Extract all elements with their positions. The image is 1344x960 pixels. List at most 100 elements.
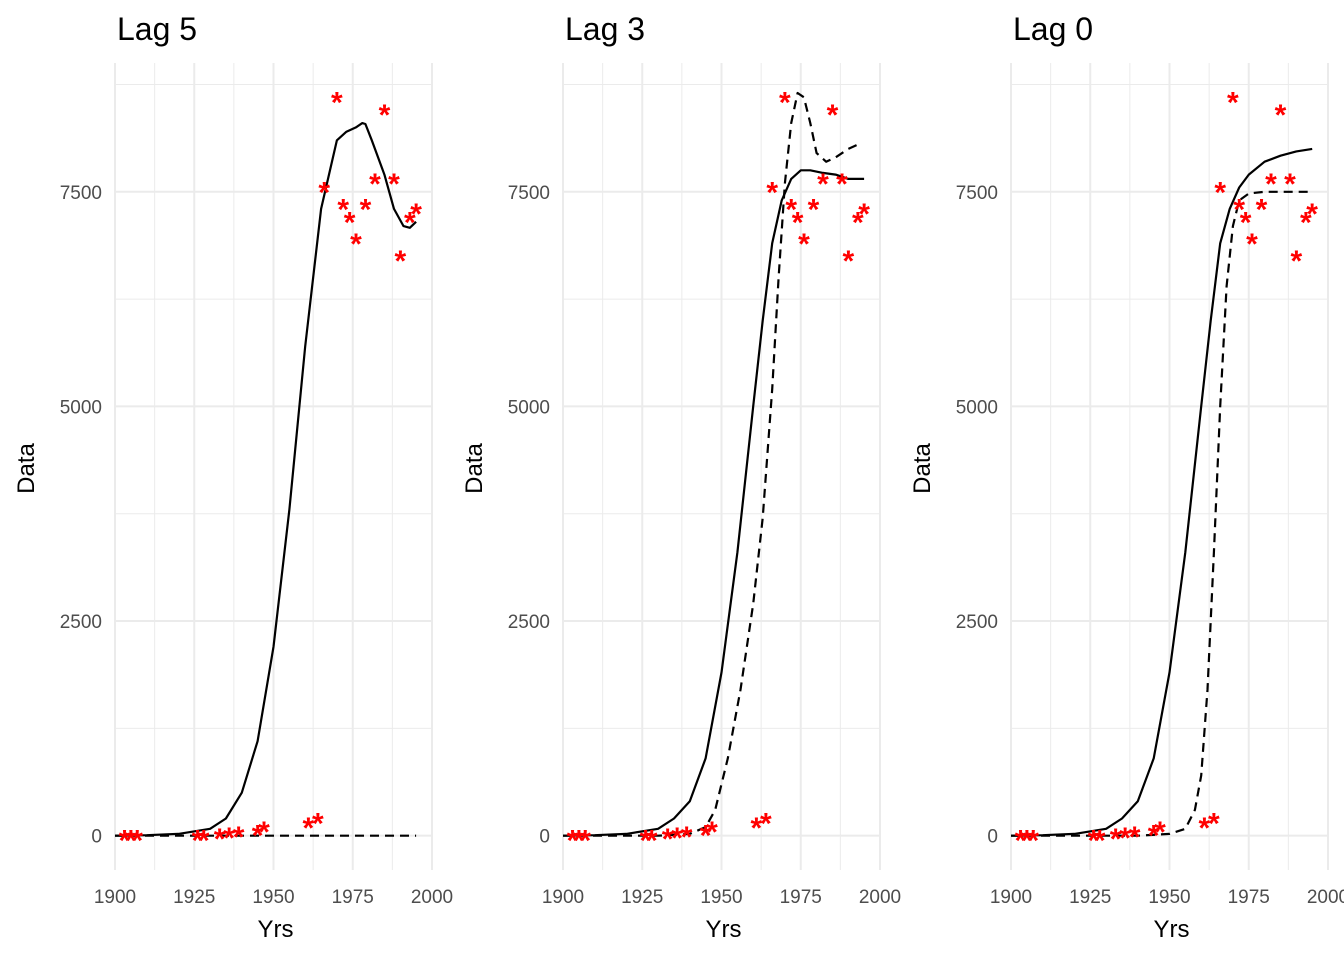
panel-1-data-point: *	[369, 168, 381, 201]
panel-2-data-point: *	[817, 168, 829, 201]
panel-3-data-point: *	[1199, 812, 1211, 845]
panel-1-data-point: *	[252, 820, 264, 853]
panel-1-title: Lag 5	[117, 11, 197, 47]
panel-3-data-point: *	[1208, 807, 1220, 840]
panel-2-data-point: *	[842, 245, 854, 278]
panel-2-x-tick-label: 1900	[542, 887, 584, 908]
panel-1-series-solid-line	[114, 122, 417, 837]
panel-1-data-point: *	[350, 228, 362, 261]
panel-1-x-axis-title: Yrs	[258, 916, 294, 943]
panel-1: 1900 1925 1950 1975 2000 0 2500 5000 7500 Yrs Data…	[13, 11, 453, 943]
panel-2-data-point: *	[827, 99, 839, 132]
panel-3-data-point: *	[1265, 168, 1277, 201]
panel-2-x-tick-label: 2000	[859, 887, 901, 908]
panel-1-data-point: *	[303, 812, 315, 845]
panel-3-grid	[1010, 63, 1329, 870]
panel-2-data-point: *	[671, 822, 683, 855]
panel-1-data-point: *	[192, 825, 204, 858]
panel-1-grid	[114, 63, 433, 870]
panel-2-data-point: *	[640, 825, 652, 858]
panel-3-data-point: *	[1227, 86, 1239, 119]
panel-3: 1900 1925 1950 1975 2000 0 2500 5000 7500 Yrs Data…	[909, 11, 1344, 943]
panel-2-data-point: *	[760, 807, 772, 840]
panel-3-data-point: *	[1284, 168, 1296, 201]
panel-3-data-point: *	[1214, 176, 1226, 209]
panel-1-data-point: *	[258, 816, 270, 849]
panel-3-data-point: *	[1119, 822, 1131, 855]
panel-1-data-point: *	[119, 825, 131, 858]
panel-3-x-axis-title: Yrs	[1154, 916, 1190, 943]
panel-3-x-tick-label: 1925	[1069, 887, 1111, 908]
panel-1-data-point: *	[337, 194, 349, 227]
panel-2-data-point: *	[579, 825, 591, 858]
panel-3-x-tick-label: 1900	[990, 887, 1032, 908]
panel-1-data-point: *	[331, 86, 343, 119]
panel-2-y-tick-label: 5000	[508, 397, 550, 418]
panel-2-data-point: *	[646, 825, 658, 858]
panel-2-data-point: *	[662, 823, 674, 856]
panel-3-data-point: *	[1154, 816, 1166, 849]
panel-3-data-point: *	[1240, 207, 1252, 240]
panel-3-data-point: *	[1233, 194, 1245, 227]
panel-3-x-tick-label: 1950	[1148, 887, 1190, 908]
panel-1-data-point: *	[223, 822, 235, 855]
panel-2: 1900 1925 1950 1975 2000 0 2500 5000 7500 Yrs Data…	[461, 11, 901, 943]
panel-1-data-point: *	[312, 807, 324, 840]
panel-3-points: *** ** *** ** **************	[1015, 86, 1319, 857]
panel-2-data-point: *	[681, 821, 693, 854]
panel-1-data-point: *	[318, 176, 330, 209]
panel-3-data-point: *	[1129, 821, 1141, 854]
panel-1-x-tick-label: 1950	[252, 887, 294, 908]
panel-3-y-tick-label: 2500	[956, 612, 998, 633]
panel-1-data-point: *	[233, 821, 245, 854]
panel-1-y-tick-label: 2500	[60, 612, 102, 633]
panel-1-y-tick-label: 0	[91, 827, 102, 848]
panel-2-x-tick-label: 1975	[780, 887, 822, 908]
panel-1-y-tick-label: 5000	[60, 397, 102, 418]
panel-3-y-tick-label: 0	[987, 827, 998, 848]
panel-3-series-solid-line	[1010, 147, 1313, 837]
panel-2-data-point: *	[700, 820, 712, 853]
panel-1-data-point: *	[125, 825, 137, 858]
panel-1-x-tick-label: 1900	[94, 887, 136, 908]
panel-2-y-axis-title: Data	[461, 443, 488, 494]
panel-1-points: *** ** *** ** **************	[119, 86, 423, 857]
panel-1-data-point: *	[388, 168, 400, 201]
panel-1-data-point: *	[198, 825, 210, 858]
panel-2-data-point: *	[836, 168, 848, 201]
panel-1-x-tick-label: 2000	[411, 887, 453, 908]
panel-1-x-tick-label: 1975	[332, 887, 374, 908]
panel-3-x-tick-label: 2000	[1307, 887, 1344, 908]
panel-3-x-tick-label: 1975	[1228, 887, 1270, 908]
panel-1-data-point: *	[360, 194, 372, 227]
panel-1-data-point: *	[410, 198, 422, 231]
panel-3-y-tick-label: 7500	[956, 183, 998, 204]
panel-2-data-point: *	[858, 198, 870, 231]
panel-3-data-point: *	[1256, 194, 1268, 227]
panel-3-y-tick-label: 5000	[956, 397, 998, 418]
panel-3-data-point: *	[1246, 228, 1258, 261]
panel-3-data-point: *	[1094, 825, 1106, 858]
panel-2-points: *** ** *** ** **************	[567, 86, 871, 857]
panel-1-y-tick-label: 7500	[60, 183, 102, 204]
panel-2-y-tick-label: 0	[539, 827, 550, 848]
panel-1-data-point: *	[379, 99, 391, 132]
panel-2-data-point: *	[573, 825, 585, 858]
panel-2-data-point: *	[751, 812, 763, 845]
panel-3-title: Lag 0	[1013, 11, 1093, 47]
panel-3-y-axis-title: Data	[909, 443, 936, 494]
panel-3-data-point: *	[1290, 245, 1302, 278]
panel-3-data-point: *	[1088, 825, 1100, 858]
panel-2-data-point: *	[852, 207, 864, 240]
panel-2-data-point: *	[706, 816, 718, 849]
panel-1-data-point: *	[131, 825, 143, 858]
panel-3-data-point: *	[1027, 825, 1039, 858]
panel-1-data-point: *	[214, 823, 226, 856]
panel-2-data-point: *	[798, 228, 810, 261]
panel-3-data-point: *	[1015, 825, 1027, 858]
panel-1-x-tick-label: 1925	[173, 887, 215, 908]
panel-2-x-tick-label: 1950	[700, 887, 742, 908]
panel-2-data-point: *	[766, 176, 778, 209]
panel-2-y-tick-label: 7500	[508, 183, 550, 204]
panel-3-data-point: *	[1021, 825, 1033, 858]
